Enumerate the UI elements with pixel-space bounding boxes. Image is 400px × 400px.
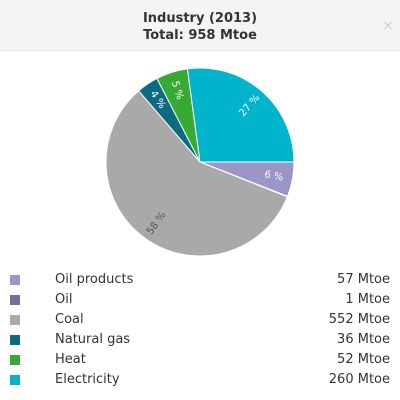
pie-slice — [105, 90, 288, 257]
chart: 6 %58 %4 % 5 %27 % — [105, 67, 295, 257]
legend-value: 36 Mtoe — [337, 332, 390, 347]
legend-row: Oil products 57 Mtoe — [0, 270, 400, 290]
legend-value: 260 Mtoe — [328, 372, 390, 387]
legend-swatch — [10, 295, 20, 305]
legend-label: Electricity — [55, 372, 120, 387]
legend-value: 1 Mtoe — [345, 292, 390, 307]
pie-slice — [186, 67, 295, 163]
close-button[interactable]: × — [382, 18, 394, 34]
legend-row: Natural gas 36 Mtoe — [0, 330, 400, 350]
chart-title: Industry (2013) — [142, 11, 258, 26]
legend-value: 57 Mtoe — [337, 272, 390, 287]
chart-subtitle: Total: 958 Mtoe — [143, 28, 257, 43]
legend-label: Coal — [55, 312, 84, 327]
legend-label: Oil — [55, 292, 73, 307]
legend-value: 552 Mtoe — [328, 312, 390, 327]
legend-swatch — [10, 375, 20, 385]
legend-value: 52 Mtoe — [337, 352, 390, 367]
legend-row: Coal 552 Mtoe — [0, 310, 400, 330]
legend-label: Oil products — [55, 272, 134, 287]
legend-swatch — [10, 335, 20, 345]
legend-row: Electricity 260 Mtoe — [0, 370, 400, 390]
legend-swatch — [10, 355, 20, 365]
legend-swatch — [10, 315, 20, 325]
legend-label: Heat — [55, 352, 86, 367]
legend-row: Oil 1 Mtoe — [0, 290, 400, 310]
legend-label: Natural gas — [55, 332, 131, 347]
slice-label: 6 % — [263, 169, 284, 183]
legend-swatch — [10, 275, 20, 285]
slice-label: 5 % — [169, 80, 185, 101]
legend-row: Heat 52 Mtoe — [0, 350, 400, 370]
header: Industry (2013) Total: 958 Mtoe × — [0, 0, 400, 51]
